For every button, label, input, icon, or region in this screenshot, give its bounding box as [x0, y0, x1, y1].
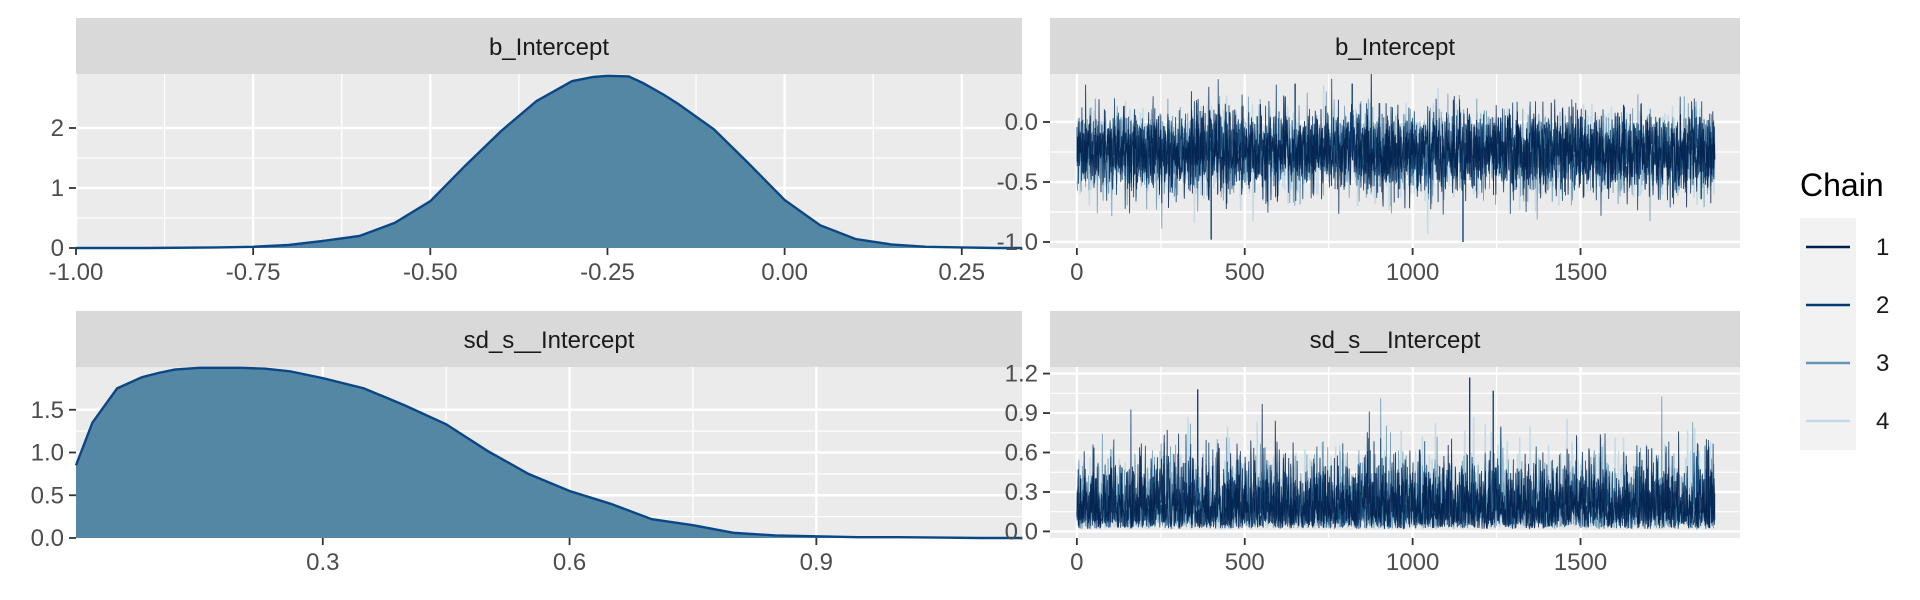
x-tick-label: 0.25 [938, 259, 985, 286]
y-tick-label: -1.0 [997, 229, 1038, 256]
facet-panels: b_Intercept-1.00 -0.75 -0.50 -0.25 0.00 0.250… [31, 18, 1740, 576]
y-tick-label: 0.5 [31, 482, 64, 509]
facet-trace-sd-s-intercept: sd_s__Intercept 0 500 1000 1500 0.0 0.3 0.6 0.9 1… [1005, 311, 1740, 576]
trace-line-chain-1 [1076, 403, 1716, 530]
facet-density-sd-s-intercept: sd_s__Intercept 0.3 0.6 0.9 0.0 0.5 1.0 1.5 [31, 311, 1022, 576]
axes: -1.00 -0.75 -0.50 -0.25 0.00 0.25 0 1 2 [49, 115, 985, 286]
x-tick-label: 500 [1225, 549, 1265, 576]
y-tick-label: 0.3 [1005, 479, 1038, 506]
y-tick-label: 0.0 [31, 525, 64, 552]
x-tick-label: 1000 [1386, 259, 1439, 286]
x-tick-label: 0.6 [553, 549, 586, 576]
density-area [76, 75, 1022, 248]
x-tick-label: -0.25 [580, 259, 635, 286]
x-tick-label: 500 [1225, 259, 1265, 286]
x-tick-label: 0.3 [306, 549, 339, 576]
axes: 0 500 1000 1500 0.0 0.3 0.6 0.9 1.2 [1005, 361, 1608, 576]
density-line [74, 366, 1022, 540]
trace-lines [1076, 74, 1716, 242]
x-tick-label: 1000 [1386, 549, 1439, 576]
facet-strip-label: sd_s__Intercept [1310, 327, 1481, 354]
density-line [76, 74, 1022, 250]
x-tick-label: 1500 [1554, 549, 1607, 576]
x-tick-label: -0.50 [403, 259, 458, 286]
legend-title: Chain [1800, 167, 1884, 203]
y-tick-label: 1.5 [31, 397, 64, 424]
y-tick-label: 2 [51, 115, 64, 142]
y-tick-label: 0.6 [1005, 440, 1038, 467]
legend-key-background [1800, 218, 1856, 450]
legend-label-chain-2: 2 [1876, 292, 1889, 319]
facet-strip [1050, 18, 1740, 74]
x-tick-label: 0.00 [761, 259, 808, 286]
facet-strip-label: b_Intercept [1335, 34, 1455, 61]
x-tick-label: 0 [1070, 259, 1083, 286]
y-tick-label: 1.2 [1005, 361, 1038, 388]
y-tick-label: 1.0 [31, 440, 64, 467]
y-tick-label: 0 [51, 235, 64, 262]
legend-label-chain-1: 1 [1876, 234, 1889, 261]
axes: 0 500 1000 1500 0.0 -0.5 -1.0 [997, 109, 1608, 286]
density-area [76, 367, 1022, 538]
facet-strip-label: b_Intercept [489, 34, 609, 61]
legend-label-chain-3: 3 [1876, 350, 1889, 377]
trace-line-chain-1 [1076, 74, 1716, 214]
y-tick-label: -0.5 [997, 169, 1038, 196]
x-tick-label: 0 [1070, 549, 1083, 576]
chain-legend: Chain 1 2 3 4 [1800, 167, 1889, 450]
y-tick-label: 0.9 [1005, 400, 1038, 427]
legend-entries: 1 2 3 4 [1806, 234, 1889, 435]
axes: 0.3 0.6 0.9 0.0 0.5 1.0 1.5 [31, 397, 833, 576]
facet-density-b-intercept: b_Intercept -1.00 -0.75 -0.50 -0.25 0.00 0.25 0… [49, 18, 1022, 286]
y-tick-label: 0.0 [1005, 518, 1038, 545]
facet-strip [76, 311, 1022, 367]
x-tick-label: 1500 [1554, 259, 1607, 286]
legend-label-chain-4: 4 [1876, 408, 1889, 435]
x-tick-label: -0.75 [226, 259, 281, 286]
facet-strip [1050, 311, 1740, 367]
y-tick-label: 1 [51, 175, 64, 202]
x-tick-label: 0.9 [800, 549, 833, 576]
trace-lines [1076, 377, 1716, 532]
x-tick-label: -1.00 [49, 259, 104, 286]
facet-strip-label: sd_s__Intercept [464, 327, 635, 354]
y-tick-label: 0.0 [1005, 109, 1038, 136]
facet-strip [76, 18, 1022, 74]
facet-trace-b-intercept: b_Intercept 0 500 1000 1500 0.0 -0.5 -1.0 [997, 18, 1740, 286]
